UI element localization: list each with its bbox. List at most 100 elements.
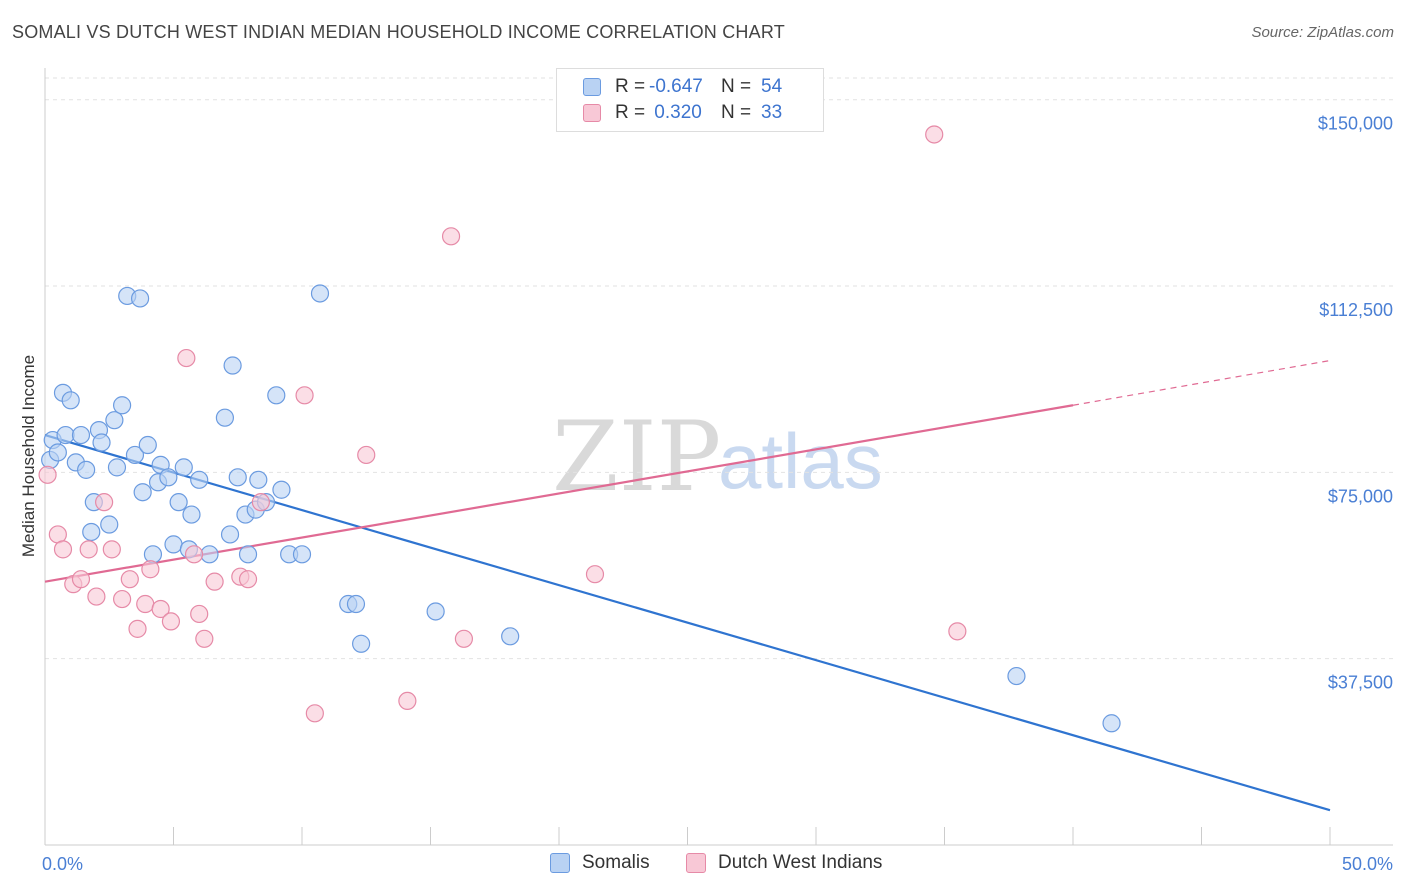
dutch-west-indian-point — [141, 560, 160, 579]
legend-row-somalis: R = -0.647 N = 54 — [583, 74, 782, 100]
somali-point — [182, 505, 201, 524]
dutch-west-indian-point — [205, 572, 224, 591]
dutch-west-indian-point — [79, 540, 98, 559]
somali-point — [238, 545, 258, 564]
somali-point — [267, 386, 286, 405]
dutch-west-indian-point — [925, 125, 944, 144]
y-tick-label: $112,500 — [1319, 300, 1393, 320]
source-label: Source: ZipAtlas.com — [1251, 24, 1394, 41]
dutch-west-indian-point — [120, 570, 139, 589]
n-label: N = — [721, 76, 752, 97]
somali-point — [200, 545, 219, 564]
somalis-swatch — [583, 78, 601, 96]
somali-point — [346, 594, 366, 614]
dutch-west-indian-point — [251, 493, 270, 512]
watermark-zip: ZIP — [552, 401, 721, 513]
stats-legend: R = -0.647 N = 54 R = 0.320 N = 33 — [556, 68, 824, 132]
legend-row-dutch-west-indians: R = 0.320 N = 33 — [583, 100, 782, 126]
somali-point — [107, 458, 127, 477]
dutch-west-indians-swatch — [583, 104, 601, 122]
dutch-west-indian-point — [136, 594, 155, 614]
y-tick-label: $75,000 — [1328, 486, 1393, 506]
dutch-west-indian-point — [948, 622, 967, 641]
somali-point — [1007, 666, 1026, 686]
somali-point — [92, 433, 111, 452]
somali-point — [228, 468, 247, 487]
dutch-west-indian-point — [305, 704, 324, 723]
somali-point — [426, 602, 445, 621]
dutch-west-indian-point — [38, 465, 57, 484]
somalis-legend-label: Somalis — [582, 852, 650, 873]
somali-point — [272, 480, 291, 499]
dutch-west-indian-point — [238, 570, 258, 589]
somali-point — [105, 411, 124, 430]
dutch-west-indian-point — [190, 604, 209, 624]
somali-point — [125, 445, 145, 465]
bottom-legend-somalis: Somalis — [550, 852, 650, 874]
dutch-west-indian-point — [295, 386, 314, 405]
dutch-west-indian-point — [87, 587, 106, 606]
y-tick-label: $150,000 — [1318, 114, 1393, 134]
dutch-west-indian-point — [151, 599, 170, 619]
dutch-west-indian-trend-extension — [1072, 359, 1331, 406]
somali-point — [77, 460, 96, 479]
bottom-legend-dutch-west-indians: Dutch West Indians — [686, 852, 882, 874]
dutch-west-indian-point — [71, 570, 91, 589]
n-label: N = — [721, 102, 752, 123]
n-value: 33 — [761, 102, 783, 123]
somalis-legend-swatch — [550, 853, 570, 873]
dutch-west-indians-legend-swatch — [686, 853, 706, 873]
dutch-west-indian-point — [184, 545, 204, 564]
somali-point — [220, 525, 240, 544]
dutch-west-indian-point — [161, 612, 181, 631]
dutch-west-indian-point — [102, 540, 121, 559]
somali-point — [190, 470, 209, 489]
r-value: 0.320 — [649, 102, 702, 123]
x-tick-labels: 0.0% 50.0% — [42, 854, 1393, 874]
dutch-west-indian-point — [195, 629, 214, 648]
somali-point — [352, 634, 371, 653]
x-tick-label-max: 50.0% — [1342, 854, 1393, 874]
y-axis-label: Median Household Income — [19, 355, 38, 557]
somali-point — [249, 470, 268, 489]
dutch-west-indian-point — [441, 227, 461, 246]
somali-point — [1102, 714, 1121, 733]
somali-point — [215, 408, 234, 427]
somali-point — [71, 425, 91, 445]
n-value: 54 — [761, 76, 783, 97]
r-label: R = — [615, 76, 646, 97]
somali-point — [223, 356, 242, 375]
y-tick-label: $37,500 — [1328, 673, 1393, 693]
dutch-west-indian-point — [585, 565, 605, 584]
somali-point — [56, 425, 75, 445]
watermark: ZIP atlas — [552, 401, 883, 513]
dutch-west-indian-point — [95, 493, 114, 512]
somali-point — [164, 535, 183, 554]
somali-point — [159, 468, 178, 487]
chart-title: SOMALI VS DUTCH WEST INDIAN MEDIAN HOUSE… — [12, 22, 785, 42]
dutch-west-indian-point — [357, 445, 376, 465]
somali-point — [143, 545, 163, 564]
x-tick-label-min: 0.0% — [42, 854, 83, 874]
dutch-west-indians-legend-label: Dutch West Indians — [718, 852, 883, 873]
somali-point — [292, 545, 312, 564]
dutch-west-indian-point — [53, 540, 73, 559]
somali-point — [82, 522, 101, 542]
somali-point — [100, 515, 119, 534]
somali-point — [112, 396, 132, 415]
somali-point — [133, 483, 152, 502]
somali-point — [61, 391, 80, 410]
somali-point — [138, 435, 157, 455]
somali-point — [130, 289, 150, 308]
data-points — [38, 125, 1121, 733]
r-label: R = — [615, 102, 646, 123]
somali-point — [310, 284, 330, 303]
somali-point — [501, 627, 520, 646]
somali-point — [169, 493, 188, 512]
dutch-west-indian-point — [398, 691, 417, 711]
somali-point — [174, 458, 193, 477]
dutch-west-indian-point — [112, 589, 132, 609]
r-value: -0.647 — [649, 76, 703, 97]
dutch-west-indian-point — [128, 619, 147, 638]
